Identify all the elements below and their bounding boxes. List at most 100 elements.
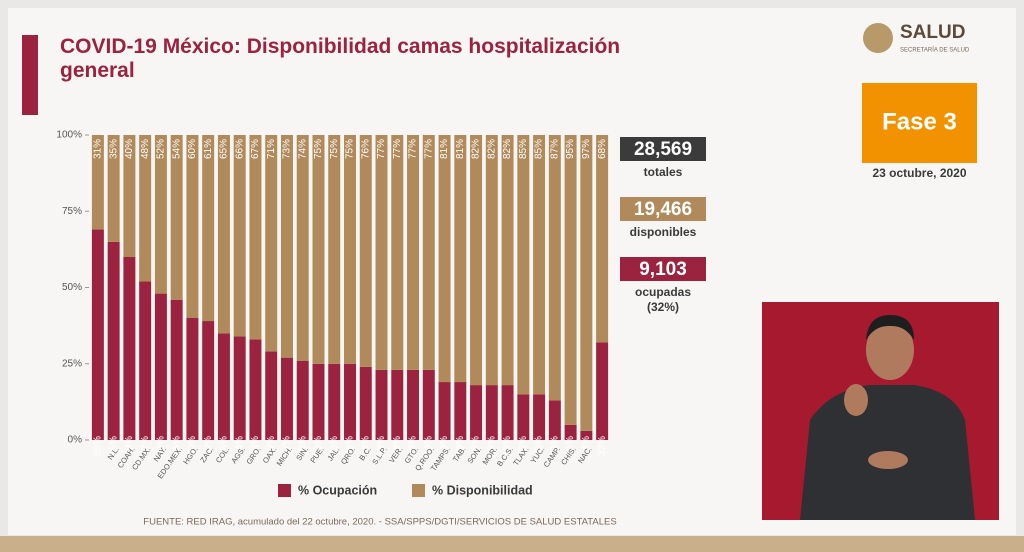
stat-box — [620, 197, 706, 221]
stat-value: 28,569 — [634, 139, 692, 160]
bar-segment — [217, 333, 230, 440]
value-label: 40% — [124, 139, 135, 159]
value-label: 60% — [187, 139, 198, 159]
bar-segment — [312, 363, 325, 440]
bar-segment — [375, 135, 388, 370]
bar-segment — [438, 135, 451, 383]
chart-title: COVID-19 México: Disponibilidad camas ho… — [60, 35, 620, 82]
stat-box — [620, 137, 706, 161]
value-label: 19% — [455, 436, 466, 456]
value-label: 34% — [234, 436, 245, 456]
bar-segment — [312, 135, 325, 364]
logo-emblem — [863, 23, 893, 53]
value-label: 5% — [565, 436, 576, 451]
value-label: 18% — [486, 436, 497, 456]
value-label: 87% — [549, 139, 560, 159]
value-label: 23% — [408, 436, 419, 456]
stat-value: 19,466 — [634, 199, 692, 220]
value-label: 75% — [313, 139, 324, 159]
bar-segment — [407, 135, 420, 370]
bar-segment — [91, 135, 104, 230]
value-label: 71% — [266, 139, 277, 159]
bar-segment — [548, 135, 561, 401]
value-label: 46% — [171, 436, 182, 456]
value-label: 18% — [471, 436, 482, 456]
bar-segment — [344, 135, 356, 364]
value-label: 77% — [408, 139, 419, 159]
value-label: 75% — [345, 139, 356, 159]
value-label: 35% — [108, 139, 119, 159]
bar-segment — [344, 363, 356, 440]
value-label: 68% — [597, 139, 608, 159]
value-label: 95% — [565, 139, 576, 159]
value-label: 85% — [534, 139, 545, 159]
value-label: 54% — [171, 139, 182, 159]
bar-segment — [596, 342, 609, 440]
source-note: FUENTE: RED IRAG, acumulado del 22 octub… — [143, 517, 616, 528]
interpreter-head — [866, 320, 914, 380]
bar-segment — [280, 357, 293, 440]
phase-date: 23 octubre, 2020 — [872, 166, 966, 180]
bar-segment — [407, 369, 420, 440]
bar-segment — [596, 135, 609, 343]
value-label: 65% — [108, 436, 119, 456]
bar-segment — [154, 135, 167, 294]
value-label: 65% — [219, 139, 230, 159]
bar-segment — [139, 281, 152, 440]
bar-segment — [296, 360, 309, 440]
value-label: 35% — [219, 436, 230, 456]
bar-segment — [328, 363, 341, 440]
legend-swatch — [412, 484, 425, 497]
y-tick-label: 25% — [62, 358, 82, 369]
bar-segment — [359, 366, 372, 440]
bar-segment — [170, 135, 183, 300]
value-label: 52% — [140, 436, 151, 456]
legend-label: % Ocupación — [298, 483, 377, 497]
value-label: 76% — [360, 139, 371, 159]
stat-box — [620, 257, 706, 281]
bar-segment — [485, 135, 498, 386]
phase-box — [862, 83, 977, 163]
value-label: 23% — [423, 436, 434, 456]
accent-bar — [22, 35, 38, 115]
bar-segment — [470, 135, 483, 386]
value-label: 32% — [597, 436, 608, 456]
value-label: 27% — [282, 436, 293, 456]
bar-segment — [154, 293, 167, 440]
bar-segment — [265, 135, 278, 352]
interpreter-hair — [866, 315, 914, 340]
bar-segment — [233, 336, 246, 440]
interpreter-hand — [868, 451, 908, 469]
bar-segment — [564, 424, 577, 440]
value-label: 85% — [518, 139, 529, 159]
stat-value: 9,103 — [639, 259, 687, 280]
bar-segment — [391, 135, 404, 370]
bar-segment — [533, 394, 546, 440]
bar-segment — [280, 135, 293, 358]
y-tick-label: 50% — [62, 282, 82, 293]
interpreter-hand — [844, 384, 868, 416]
bottom-stripe — [0, 536, 1024, 552]
bar-segment — [91, 229, 104, 440]
bar-segment — [107, 241, 120, 440]
value-label: 77% — [376, 139, 387, 159]
stat-label: disponibles — [630, 225, 697, 239]
title-line: COVID-19 México: Disponibilidad camas ho… — [60, 35, 620, 58]
legend-label: % Disponibilidad — [432, 483, 533, 497]
value-label: 13% — [549, 436, 560, 456]
value-label: 73% — [282, 139, 293, 159]
bar-segment — [375, 369, 388, 440]
y-tick-label: 100% — [56, 130, 82, 141]
value-label: 19% — [439, 436, 450, 456]
bar-segment — [265, 351, 278, 440]
value-label: 74% — [297, 139, 308, 159]
value-label: 23% — [392, 436, 403, 456]
value-label: 25% — [313, 436, 324, 456]
bar-segment — [470, 385, 483, 440]
value-label: 77% — [423, 139, 434, 159]
value-label: 18% — [502, 436, 513, 456]
value-label: 77% — [392, 139, 403, 159]
value-label: 67% — [250, 139, 261, 159]
value-label: 29% — [266, 436, 277, 456]
value-label: 60% — [124, 436, 135, 456]
